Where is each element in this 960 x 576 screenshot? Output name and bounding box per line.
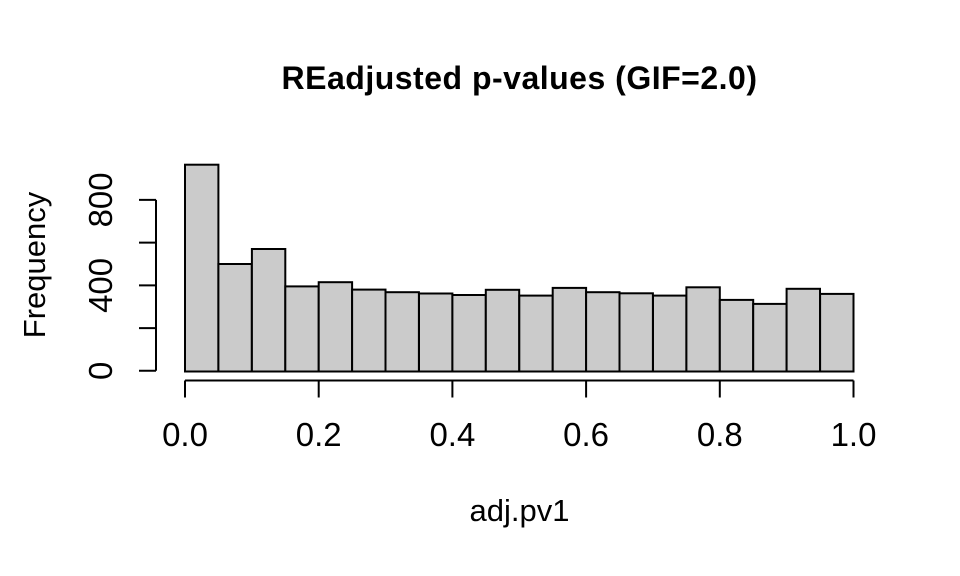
histogram-bar (384, 291, 420, 373)
histogram-bar (451, 294, 487, 373)
x-axis-tick-label: 0.4 (429, 416, 475, 453)
histogram-bar (785, 287, 821, 373)
histogram-bar (284, 285, 320, 373)
x-axis-tick-label: 0.2 (296, 416, 342, 453)
histogram-bar (250, 248, 287, 373)
histogram-bar (685, 286, 721, 373)
x-axis-tick-label: 0.0 (162, 416, 208, 453)
histogram-bar (585, 291, 621, 373)
x-axis-tick-label: 0.6 (563, 416, 609, 453)
histogram-bar (217, 263, 253, 373)
y-axis-label: Frequency (17, 191, 52, 339)
y-axis-tick-label: 800 (82, 172, 119, 227)
histogram-bar (351, 288, 387, 373)
histogram-bar (752, 302, 788, 373)
histogram-bar (551, 286, 588, 373)
chart-title: REadjusted p-values (GIF=2.0) (281, 60, 758, 96)
histogram-bar (718, 298, 755, 373)
histogram-bar (652, 294, 688, 373)
histogram-bar (317, 281, 354, 373)
histogram-bar (819, 292, 855, 373)
x-axis-tick-label: 0.8 (697, 416, 743, 453)
x-axis-label: adj.pv1 (469, 493, 570, 528)
histogram-bar (484, 288, 521, 373)
histogram-bar (618, 292, 654, 373)
y-axis-tick-label: 400 (82, 258, 119, 313)
histogram-bar (518, 294, 554, 373)
x-axis-tick-label: 1.0 (831, 416, 877, 453)
histogram-bar (184, 163, 220, 373)
histogram-bar (418, 292, 454, 373)
y-axis-tick-label: 0 (82, 362, 119, 380)
